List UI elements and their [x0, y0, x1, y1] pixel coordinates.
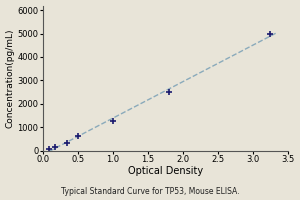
Y-axis label: Concentration(pg/mL): Concentration(pg/mL) — [6, 28, 15, 128]
X-axis label: Optical Density: Optical Density — [128, 166, 203, 176]
Point — [53, 145, 58, 148]
Point — [75, 134, 80, 137]
Point — [166, 90, 171, 94]
Point — [46, 147, 51, 150]
Point — [268, 32, 273, 35]
Point — [110, 120, 115, 123]
Text: Typical Standard Curve for TP53, Mouse ELISA.: Typical Standard Curve for TP53, Mouse E… — [61, 187, 239, 196]
Point — [65, 142, 70, 145]
